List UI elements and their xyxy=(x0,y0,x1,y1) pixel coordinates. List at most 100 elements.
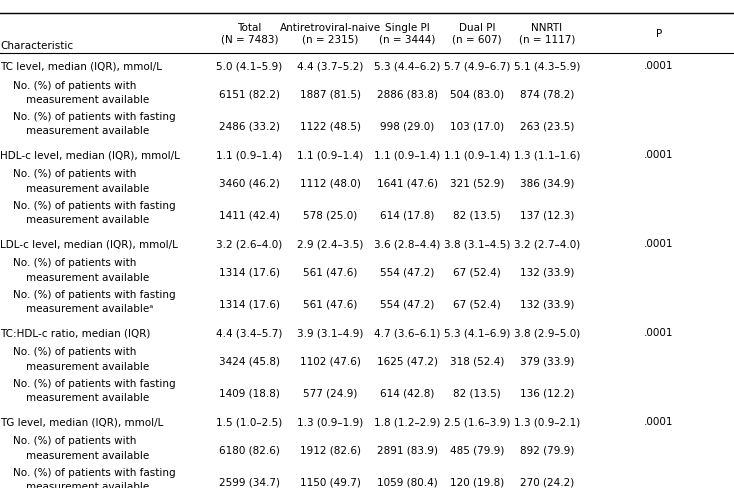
Text: 4.7 (3.6–6.1): 4.7 (3.6–6.1) xyxy=(374,327,440,337)
Text: 2886 (83.8): 2886 (83.8) xyxy=(377,90,438,100)
Text: No. (%) of patients with fasting: No. (%) of patients with fasting xyxy=(13,112,176,122)
Text: 1.5 (1.0–2.5): 1.5 (1.0–2.5) xyxy=(217,416,283,426)
Text: TC:HDL-c ratio, median (IQR): TC:HDL-c ratio, median (IQR) xyxy=(0,327,150,337)
Text: 1.3 (1.1–1.6): 1.3 (1.1–1.6) xyxy=(514,150,580,160)
Text: No. (%) of patients with fasting: No. (%) of patients with fasting xyxy=(13,201,176,211)
Text: 1.1 (0.9–1.4): 1.1 (0.9–1.4) xyxy=(444,150,510,160)
Text: 1.8 (1.2–2.9): 1.8 (1.2–2.9) xyxy=(374,416,440,426)
Text: 2599 (34.7): 2599 (34.7) xyxy=(219,476,280,487)
Text: 561 (47.6): 561 (47.6) xyxy=(303,299,357,309)
Text: .0001: .0001 xyxy=(644,61,674,71)
Text: 504 (83.0): 504 (83.0) xyxy=(450,90,504,100)
Text: measurement available: measurement available xyxy=(26,392,150,403)
Text: 67 (52.4): 67 (52.4) xyxy=(453,299,501,309)
Text: 3.6 (2.8–4.4): 3.6 (2.8–4.4) xyxy=(374,239,440,249)
Text: 892 (79.9): 892 (79.9) xyxy=(520,445,574,455)
Text: measurement available: measurement available xyxy=(26,126,150,136)
Text: 561 (47.6): 561 (47.6) xyxy=(303,267,357,277)
Text: TG level, median (IQR), mmol/L: TG level, median (IQR), mmol/L xyxy=(0,416,164,426)
Text: 1409 (18.8): 1409 (18.8) xyxy=(219,387,280,398)
Text: 1.3 (0.9–2.1): 1.3 (0.9–2.1) xyxy=(514,416,580,426)
Text: .0001: .0001 xyxy=(644,150,674,160)
Text: No. (%) of patients with: No. (%) of patients with xyxy=(13,81,137,90)
Text: 2891 (83.9): 2891 (83.9) xyxy=(377,445,438,455)
Text: measurement available: measurement available xyxy=(26,272,150,282)
Text: 485 (79.9): 485 (79.9) xyxy=(450,445,504,455)
Text: HDL-c level, median (IQR), mmol/L: HDL-c level, median (IQR), mmol/L xyxy=(0,150,180,160)
Text: 1.1 (0.9–1.4): 1.1 (0.9–1.4) xyxy=(297,150,363,160)
Text: .0001: .0001 xyxy=(644,239,674,249)
Text: 5.3 (4.4–6.2): 5.3 (4.4–6.2) xyxy=(374,61,440,71)
Text: 1641 (47.6): 1641 (47.6) xyxy=(377,179,438,188)
Text: measurement available: measurement available xyxy=(26,183,150,193)
Text: NNRTI
(n = 1117): NNRTI (n = 1117) xyxy=(519,23,575,44)
Text: 132 (33.9): 132 (33.9) xyxy=(520,267,574,277)
Text: 3460 (46.2): 3460 (46.2) xyxy=(219,179,280,188)
Text: No. (%) of patients with fasting: No. (%) of patients with fasting xyxy=(13,289,176,300)
Text: 3.8 (2.9–5.0): 3.8 (2.9–5.0) xyxy=(514,327,580,337)
Text: 614 (17.8): 614 (17.8) xyxy=(380,210,435,220)
Text: 270 (24.2): 270 (24.2) xyxy=(520,476,574,487)
Text: measurement available: measurement available xyxy=(26,215,150,225)
Text: 3.2 (2.6–4.0): 3.2 (2.6–4.0) xyxy=(217,239,283,249)
Text: 137 (12.3): 137 (12.3) xyxy=(520,210,574,220)
Text: 2.5 (1.6–3.9): 2.5 (1.6–3.9) xyxy=(444,416,510,426)
Text: 2.9 (2.4–3.5): 2.9 (2.4–3.5) xyxy=(297,239,363,249)
Text: 263 (23.5): 263 (23.5) xyxy=(520,122,574,131)
Text: measurement available: measurement available xyxy=(26,361,150,371)
Text: 379 (33.9): 379 (33.9) xyxy=(520,356,574,366)
Text: 136 (12.2): 136 (12.2) xyxy=(520,387,574,398)
Text: No. (%) of patients with: No. (%) of patients with xyxy=(13,435,137,446)
Text: 321 (52.9): 321 (52.9) xyxy=(450,179,504,188)
Text: 554 (47.2): 554 (47.2) xyxy=(380,267,435,277)
Text: Dual PI
(n = 607): Dual PI (n = 607) xyxy=(452,23,502,44)
Text: No. (%) of patients with fasting: No. (%) of patients with fasting xyxy=(13,467,176,477)
Text: 132 (33.9): 132 (33.9) xyxy=(520,299,574,309)
Text: measurement available: measurement available xyxy=(26,449,150,460)
Text: 1.1 (0.9–1.4): 1.1 (0.9–1.4) xyxy=(374,150,440,160)
Text: 318 (52.4): 318 (52.4) xyxy=(450,356,504,366)
Text: 3424 (45.8): 3424 (45.8) xyxy=(219,356,280,366)
Text: 1059 (80.4): 1059 (80.4) xyxy=(377,476,437,487)
Text: LDL-c level, median (IQR), mmol/L: LDL-c level, median (IQR), mmol/L xyxy=(0,239,178,249)
Text: 1411 (42.4): 1411 (42.4) xyxy=(219,210,280,220)
Text: P: P xyxy=(655,29,662,39)
Text: .0001: .0001 xyxy=(644,416,674,426)
Text: 6180 (82.6): 6180 (82.6) xyxy=(219,445,280,455)
Text: 614 (42.8): 614 (42.8) xyxy=(380,387,435,398)
Text: 3.2 (2.7–4.0): 3.2 (2.7–4.0) xyxy=(514,239,580,249)
Text: 554 (47.2): 554 (47.2) xyxy=(380,299,435,309)
Text: .0001: .0001 xyxy=(644,327,674,337)
Text: 4.4 (3.7–5.2): 4.4 (3.7–5.2) xyxy=(297,61,363,71)
Text: Characteristic: Characteristic xyxy=(0,41,73,51)
Text: 1314 (17.6): 1314 (17.6) xyxy=(219,299,280,309)
Text: 1912 (82.6): 1912 (82.6) xyxy=(299,445,361,455)
Text: 103 (17.0): 103 (17.0) xyxy=(450,122,504,131)
Text: 5.1 (4.3–5.9): 5.1 (4.3–5.9) xyxy=(514,61,580,71)
Text: 1887 (81.5): 1887 (81.5) xyxy=(299,90,361,100)
Text: 1102 (47.6): 1102 (47.6) xyxy=(300,356,360,366)
Text: 82 (13.5): 82 (13.5) xyxy=(453,210,501,220)
Text: 1625 (47.2): 1625 (47.2) xyxy=(377,356,438,366)
Text: Single PI
(n = 3444): Single PI (n = 3444) xyxy=(379,23,435,44)
Text: measurement available: measurement available xyxy=(26,481,150,488)
Text: measurement availableᵃ: measurement availableᵃ xyxy=(26,304,153,314)
Text: 874 (78.2): 874 (78.2) xyxy=(520,90,574,100)
Text: 1150 (49.7): 1150 (49.7) xyxy=(300,476,360,487)
Text: 5.0 (4.1–5.9): 5.0 (4.1–5.9) xyxy=(217,61,283,71)
Text: 5.7 (4.9–6.7): 5.7 (4.9–6.7) xyxy=(444,61,510,71)
Text: Total
(N = 7483): Total (N = 7483) xyxy=(221,23,278,44)
Text: 4.4 (3.4–5.7): 4.4 (3.4–5.7) xyxy=(217,327,283,337)
Text: 5.3 (4.1–6.9): 5.3 (4.1–6.9) xyxy=(444,327,510,337)
Text: 3.9 (3.1–4.9): 3.9 (3.1–4.9) xyxy=(297,327,363,337)
Text: 67 (52.4): 67 (52.4) xyxy=(453,267,501,277)
Text: 1314 (17.6): 1314 (17.6) xyxy=(219,267,280,277)
Text: 120 (19.8): 120 (19.8) xyxy=(450,476,504,487)
Text: No. (%) of patients with: No. (%) of patients with xyxy=(13,169,137,179)
Text: 6151 (82.2): 6151 (82.2) xyxy=(219,90,280,100)
Text: 386 (34.9): 386 (34.9) xyxy=(520,179,574,188)
Text: 998 (29.0): 998 (29.0) xyxy=(380,122,435,131)
Text: 578 (25.0): 578 (25.0) xyxy=(303,210,357,220)
Text: measurement available: measurement available xyxy=(26,95,150,104)
Text: 82 (13.5): 82 (13.5) xyxy=(453,387,501,398)
